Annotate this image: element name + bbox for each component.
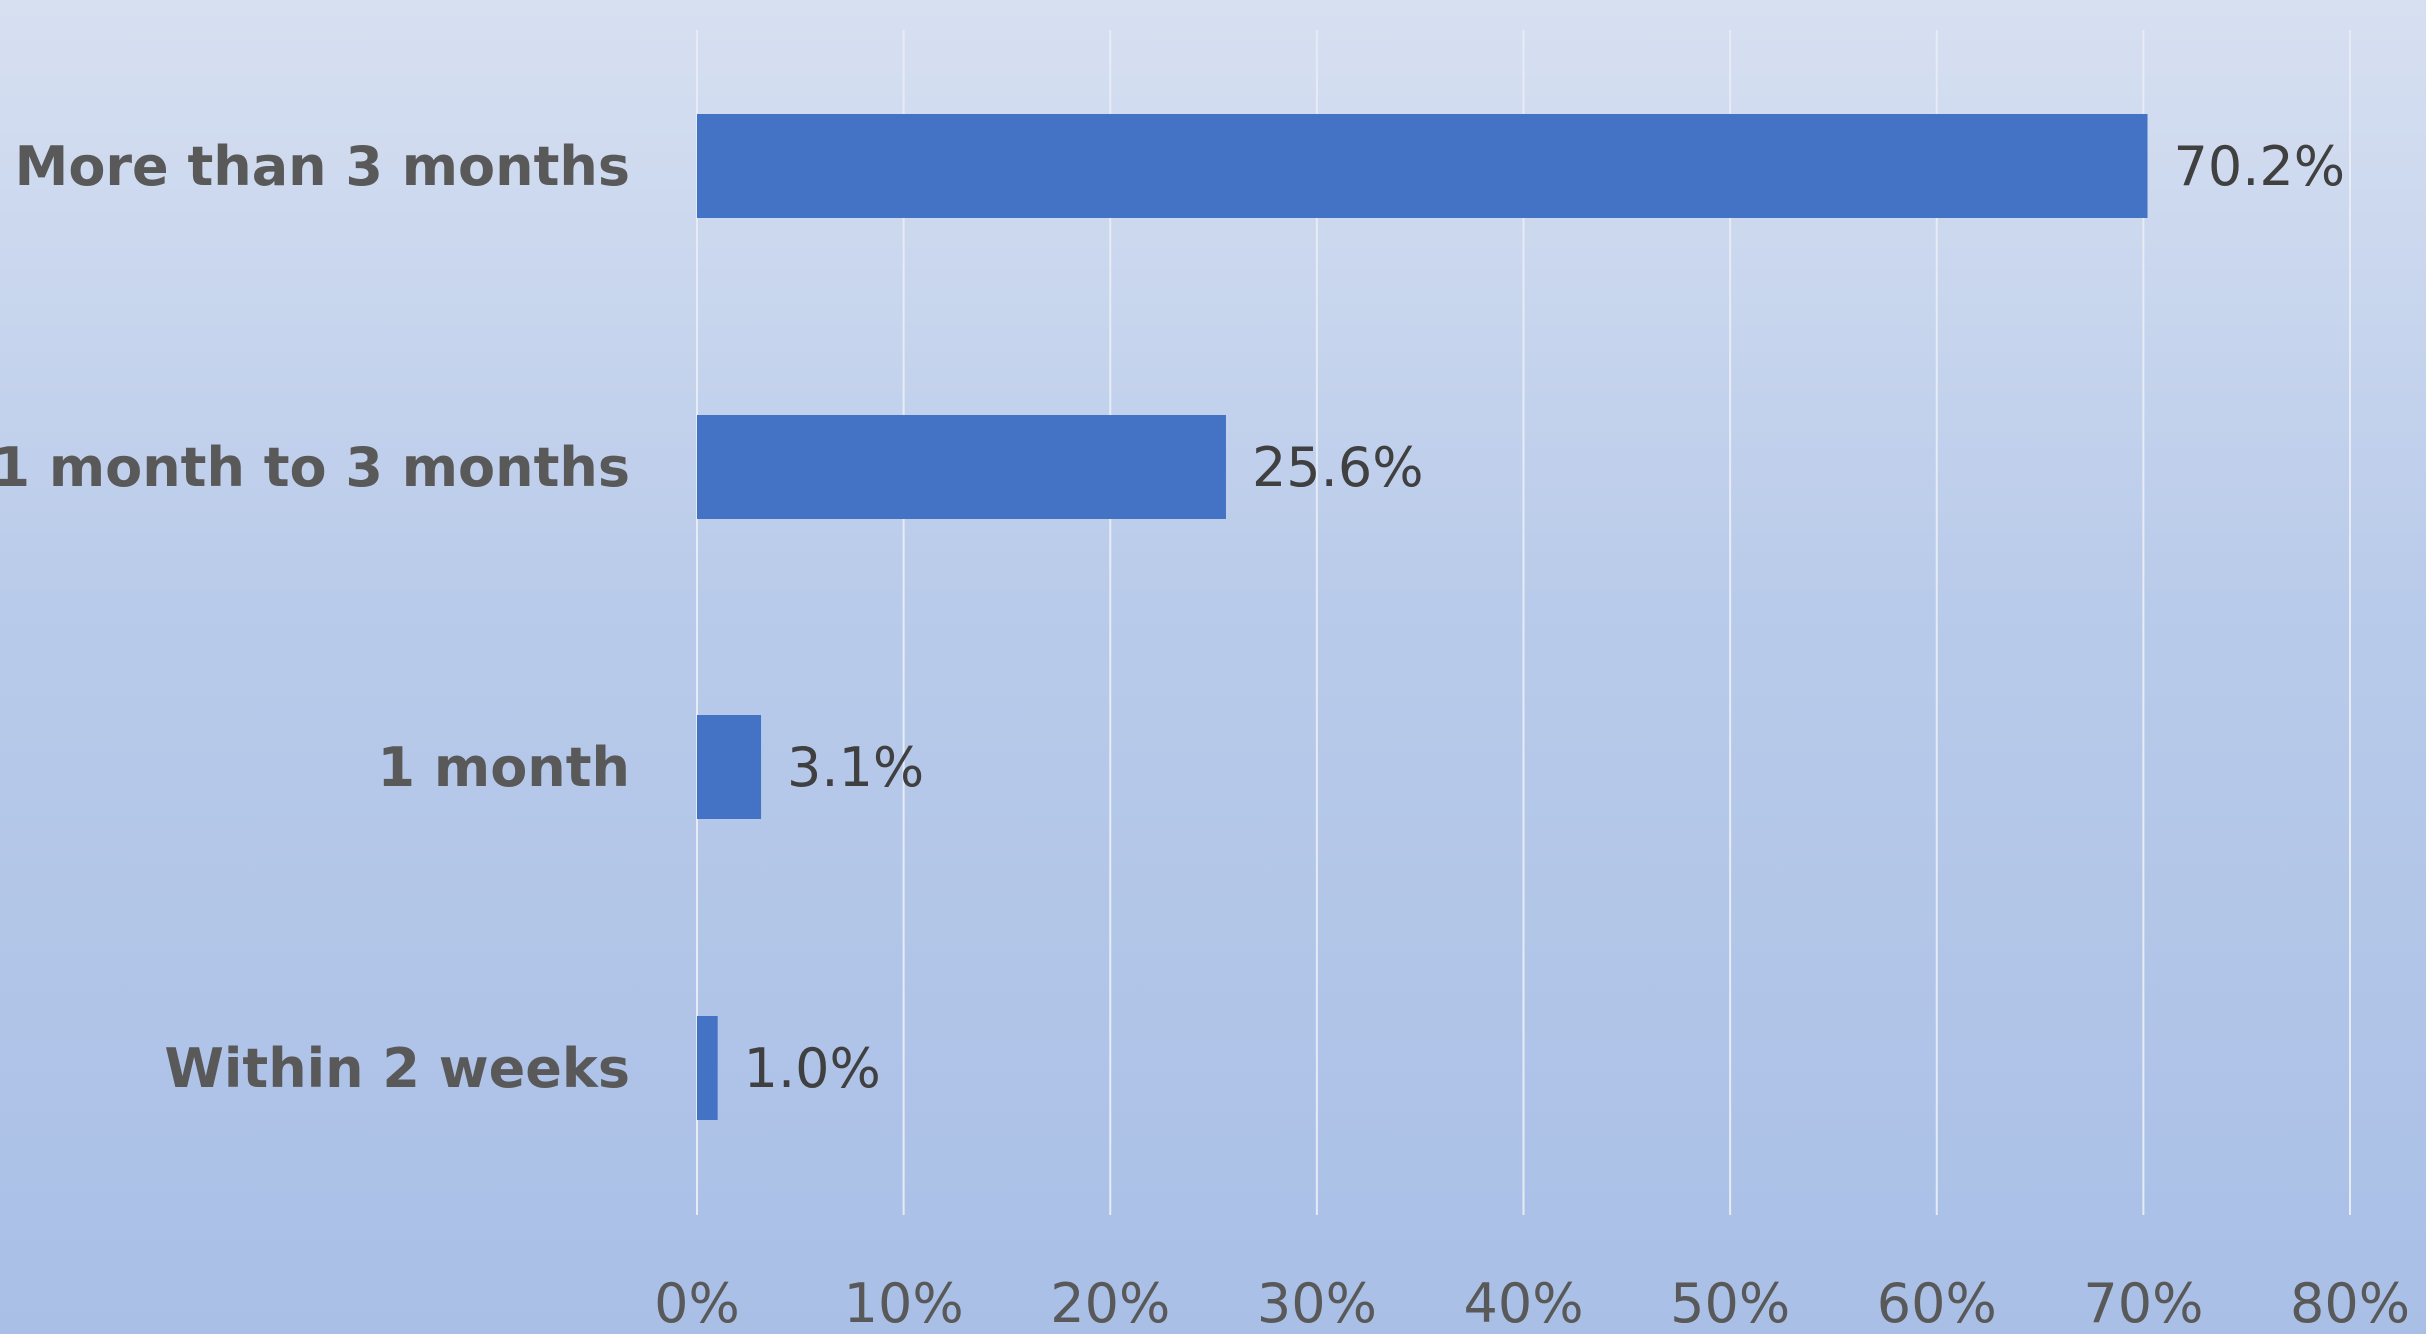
data-label: 3.1% <box>787 736 924 799</box>
gridlines <box>696 30 2351 1215</box>
x-tick-label: 80% <box>2290 1272 2410 1334</box>
x-tick-label: 20% <box>1050 1272 1170 1334</box>
x-tick-label: 30% <box>1257 1272 1377 1334</box>
data-label: 25.6% <box>1252 436 1424 499</box>
bar-within-2-weeks <box>697 1016 718 1120</box>
x-tick-label: 50% <box>1670 1272 1790 1334</box>
bar-1-month-to-3-months <box>697 415 1226 519</box>
x-tick-label: 40% <box>1463 1272 1583 1334</box>
bar-1-month <box>697 715 762 819</box>
x-axis-ticks: 0% 10% 20% 30% 40% 50% 60% 70% 80% <box>654 1272 2410 1334</box>
x-tick-label: 70% <box>2083 1272 2203 1334</box>
category-label: More than 3 months <box>15 135 630 198</box>
bar-more-than-3-months <box>697 114 2148 218</box>
bars <box>697 114 2148 1120</box>
category-label: 1 month to 3 months <box>0 436 630 499</box>
category-label: Within 2 weeks <box>164 1037 630 1100</box>
x-tick-label: 0% <box>654 1272 740 1334</box>
category-label: 1 month <box>378 736 630 799</box>
data-label: 70.2% <box>2174 135 2346 198</box>
x-tick-label: 10% <box>844 1272 964 1334</box>
labels: More than 3 months 70.2% 1 month to 3 mont… <box>0 135 2345 1100</box>
x-tick-label: 60% <box>1877 1272 1997 1334</box>
data-label: 1.0% <box>744 1037 881 1100</box>
